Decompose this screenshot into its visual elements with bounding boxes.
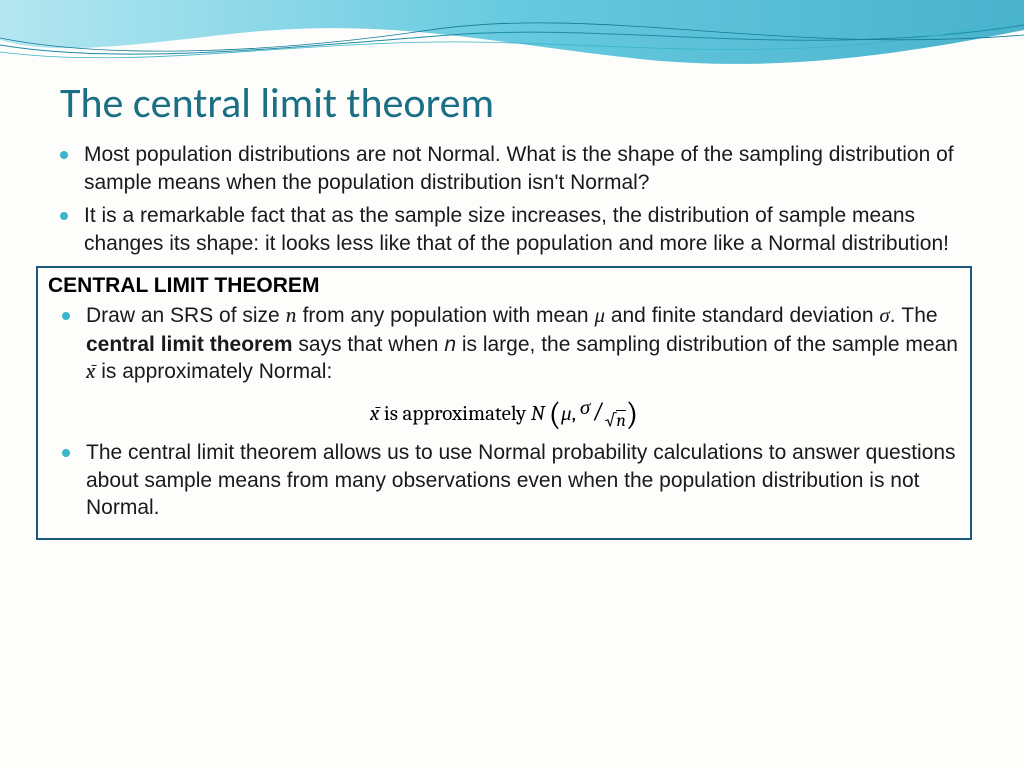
bold-clt: central limit theorem xyxy=(86,333,293,356)
box-bullet-2: The central limit theorem allows us to u… xyxy=(62,439,960,522)
fraction-slash-icon: ⁄ xyxy=(590,397,604,427)
theorem-box: CENTRAL LIMIT THEOREM Draw an SRS of siz… xyxy=(36,266,972,540)
bullet-icon xyxy=(60,212,68,220)
paren-close-icon: ) xyxy=(626,396,638,433)
formula-sigma: σ xyxy=(580,396,590,420)
bullet-icon xyxy=(60,151,68,159)
box-bullet-1: Draw an SRS of size n from any populatio… xyxy=(62,302,960,387)
formula-xbar: x̄ xyxy=(370,402,379,426)
bullet-icon xyxy=(62,312,70,320)
bullet-icon xyxy=(62,449,70,457)
bullet-1-text: Most population distributions are not No… xyxy=(84,141,964,196)
slide-title: The central limit theorem xyxy=(60,78,964,129)
bullet-1: Most population distributions are not No… xyxy=(60,141,964,196)
text-segment: is large, the sampling distribution of t… xyxy=(462,333,958,356)
box-bullet-2-text: The central limit theorem allows us to u… xyxy=(86,439,960,522)
math-n: n xyxy=(286,304,297,328)
formula-N: N xyxy=(531,402,545,426)
box-bullet-1-text: Draw an SRS of size n from any populatio… xyxy=(86,302,960,387)
paren-open-icon: ( xyxy=(549,396,561,433)
math-sigma: σ xyxy=(879,304,889,328)
text-segment: Draw an SRS of size xyxy=(86,304,286,327)
math-xbar: x̄ xyxy=(86,360,95,384)
slide-content: The central limit theorem Most populatio… xyxy=(0,0,1024,540)
bullet-2-text: It is a remarkable fact that as the samp… xyxy=(84,202,964,257)
formula-mu: μ xyxy=(561,402,572,426)
formula-comma: , xyxy=(572,402,580,426)
formula-sqrt-n: n xyxy=(616,410,626,431)
math-n2: n xyxy=(444,333,462,356)
text-segment: . The xyxy=(890,304,938,327)
formula: x̄ is approximately N (μ, σ⁄√n) xyxy=(48,397,960,427)
formula-text: is approximately xyxy=(379,402,531,426)
text-segment: and finite standard deviation xyxy=(605,304,879,327)
box-heading: CENTRAL LIMIT THEOREM xyxy=(48,274,960,298)
text-segment: from any population with mean xyxy=(297,304,595,327)
bullet-2: It is a remarkable fact that as the samp… xyxy=(60,202,964,257)
text-segment: is approximately Normal: xyxy=(95,360,332,383)
text-segment: says that when xyxy=(293,333,445,356)
math-mu: μ xyxy=(594,304,605,328)
